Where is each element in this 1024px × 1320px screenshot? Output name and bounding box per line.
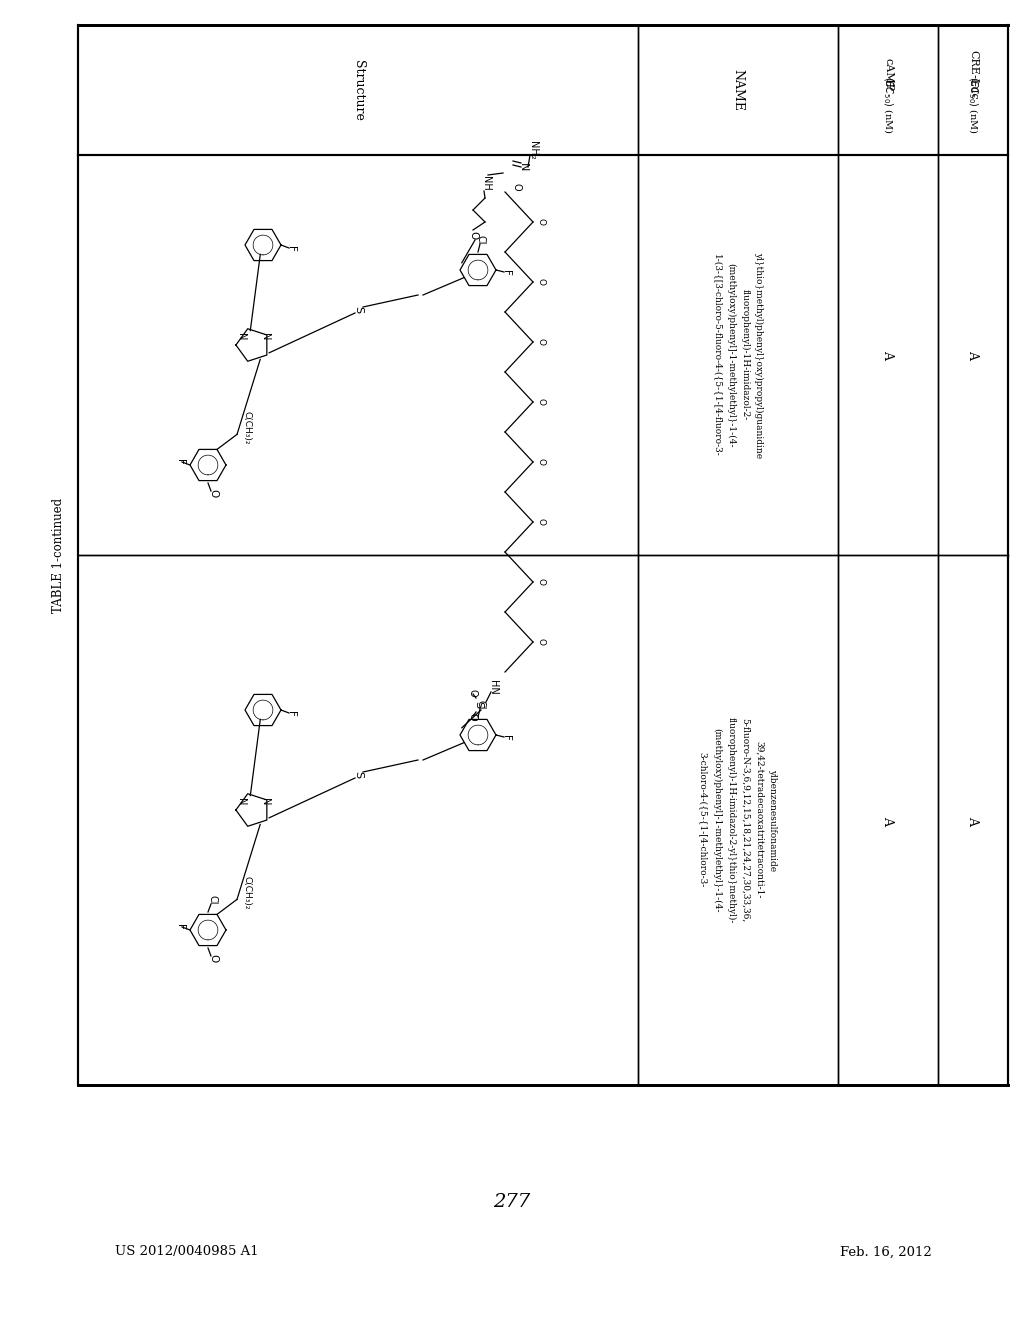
Text: 277: 277 — [494, 1193, 530, 1210]
Text: fluorophenyl)-1H-imidazol-2-yl}thio}methyl)-: fluorophenyl)-1H-imidazol-2-yl}thio}meth… — [726, 717, 735, 923]
Text: O: O — [208, 488, 218, 498]
Text: (methyloxy)phenyl]-1-methylethyl}-1-(4-: (methyloxy)phenyl]-1-methylethyl}-1-(4- — [713, 727, 722, 912]
Text: Cl: Cl — [476, 700, 486, 710]
Text: CRE-Luc: CRE-Luc — [968, 50, 978, 100]
Text: ylbenzenesulfonamide: ylbenzenesulfonamide — [768, 770, 777, 871]
Text: O: O — [537, 279, 546, 285]
Text: N: N — [260, 799, 270, 805]
Text: A: A — [967, 816, 980, 825]
Text: A: A — [882, 816, 895, 825]
Text: C(CH₃)₂: C(CH₃)₂ — [243, 411, 252, 444]
Text: (methyloxy)phenyl]-1-methylethyl}-1-(4-: (methyloxy)phenyl]-1-methylethyl}-1-(4- — [726, 263, 735, 447]
Text: $(EC_{50})$ (nM): $(EC_{50})$ (nM) — [882, 77, 895, 133]
Text: O: O — [537, 519, 546, 525]
Text: NH₂: NH₂ — [528, 141, 538, 160]
Text: F: F — [501, 735, 511, 741]
Text: A: A — [967, 351, 980, 359]
Text: O: O — [208, 954, 218, 962]
Text: C(CH₃)₂: C(CH₃)₂ — [243, 875, 252, 909]
Text: F: F — [286, 246, 296, 252]
Text: NAME: NAME — [731, 69, 744, 111]
Text: O: O — [537, 639, 546, 645]
Text: cAMP: cAMP — [883, 58, 893, 91]
Text: F: F — [286, 711, 296, 717]
Text: HN: HN — [488, 680, 498, 694]
Text: A: A — [882, 351, 895, 359]
Text: $(EC_{50})$ (nM): $(EC_{50})$ (nM) — [967, 77, 980, 133]
Text: yl}thio}methyl)phenyl}oxy)propyl)guanidine: yl}thio}methyl)phenyl}oxy)propyl)guanidi… — [755, 252, 764, 458]
Text: 3-chloro-4-({5-{1-[4-chloro-3-: 3-chloro-4-({5-{1-[4-chloro-3- — [698, 752, 708, 887]
Text: TABLE 1-continued: TABLE 1-continued — [51, 498, 65, 612]
Text: F: F — [175, 924, 185, 929]
Text: NH: NH — [481, 176, 490, 190]
Text: 39,42-tetradecaoxatritetraconti-1-: 39,42-tetradecaoxatritetraconti-1- — [755, 742, 764, 899]
Text: S: S — [473, 701, 483, 709]
Text: 1-(3-{[3-chloro-5-fluoro-4-({5-{1-[4-fluoro-3-: 1-(3-{[3-chloro-5-fluoro-4-({5-{1-[4-flu… — [713, 253, 722, 457]
Text: O: O — [468, 689, 478, 697]
Text: Cl: Cl — [476, 235, 486, 244]
Text: O: O — [468, 231, 478, 239]
Text: N: N — [518, 162, 528, 172]
Text: O: O — [537, 578, 546, 586]
Text: S: S — [353, 771, 362, 779]
Text: S: S — [353, 306, 362, 314]
Text: 5-fluoro-N-3,6,9,12,15,18,21,24,27,30,33,36,: 5-fluoro-N-3,6,9,12,15,18,21,24,27,30,33… — [740, 718, 750, 923]
Text: Cl: Cl — [208, 895, 218, 904]
Text: fluorophenyl)-1H-imidazol-2-: fluorophenyl)-1H-imidazol-2- — [740, 289, 750, 421]
Text: O: O — [537, 399, 546, 405]
Text: Feb. 16, 2012: Feb. 16, 2012 — [840, 1246, 932, 1258]
Text: O: O — [537, 219, 546, 226]
Text: O: O — [537, 458, 546, 466]
Text: N: N — [236, 334, 246, 341]
Text: Structure: Structure — [351, 59, 365, 120]
Text: O: O — [537, 338, 546, 346]
Text: US 2012/0040985 A1: US 2012/0040985 A1 — [115, 1246, 259, 1258]
Text: F: F — [501, 271, 511, 276]
Text: N: N — [260, 334, 270, 341]
Text: F: F — [175, 459, 185, 465]
Text: O: O — [512, 183, 522, 191]
Text: O: O — [468, 713, 478, 721]
Text: N: N — [236, 799, 246, 805]
